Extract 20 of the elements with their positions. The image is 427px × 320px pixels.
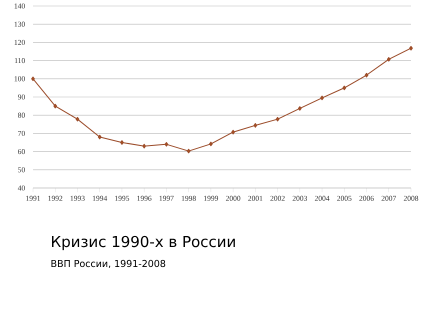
point <box>53 104 58 108</box>
point <box>76 116 80 122</box>
point <box>209 142 213 146</box>
point <box>254 123 258 128</box>
point <box>342 86 346 90</box>
point <box>386 57 391 62</box>
point <box>364 72 368 78</box>
point <box>298 106 302 111</box>
point <box>409 46 413 51</box>
point <box>231 130 235 134</box>
point <box>142 144 146 148</box>
text: Кризис 1990-х в России <box>52 236 235 250</box>
point <box>120 140 124 145</box>
point <box>186 148 190 154</box>
text: ВВП России, 1991-2008 <box>51 260 166 268</box>
point <box>98 134 102 140</box>
point <box>31 76 35 82</box>
point <box>320 96 324 100</box>
point <box>276 116 280 122</box>
point <box>164 142 168 147</box>
